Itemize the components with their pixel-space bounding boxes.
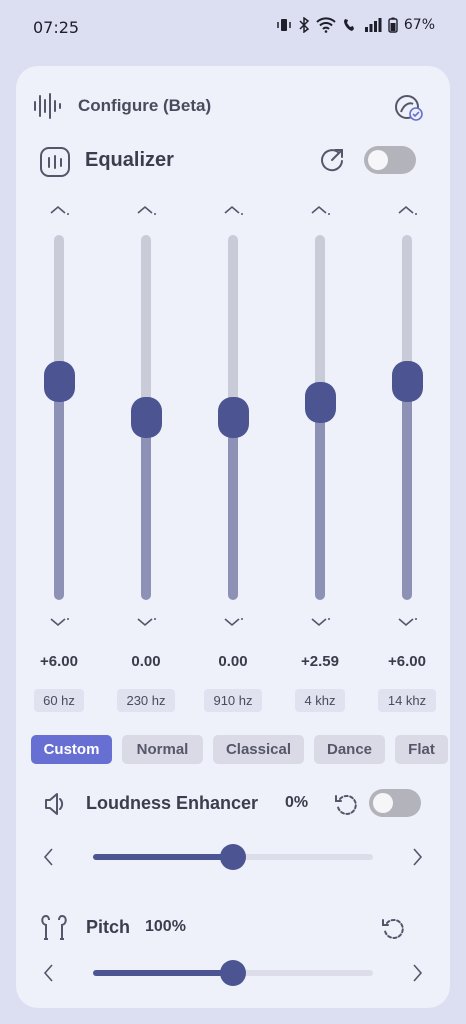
settings-check-icon[interactable] — [392, 92, 426, 124]
band-value: +2.59 — [301, 653, 339, 670]
loudness-title: Loudness Enhancer — [86, 793, 259, 813]
pitch-value: 100% — [145, 918, 186, 935]
slider-thumb[interactable] — [43, 360, 75, 402]
earphones-icon — [41, 915, 67, 940]
slider-thumb[interactable] — [220, 844, 246, 870]
pitch-title: Pitch — [86, 917, 131, 937]
loudness-value: 0% — [285, 794, 309, 811]
slider-thumb[interactable] — [220, 960, 246, 986]
loudness-increase-icon[interactable] — [410, 846, 426, 868]
loudness-toggle[interactable] — [369, 789, 421, 817]
wifi-calling-icon — [343, 19, 354, 31]
vibrate-icon — [277, 19, 291, 31]
band-frequency: 14 khz — [378, 689, 436, 712]
slider-fill — [93, 854, 233, 860]
share-icon[interactable] — [318, 146, 346, 174]
preset-classical[interactable]: Classical — [213, 735, 304, 764]
battery-icon — [388, 17, 398, 33]
band-value: +6.00 — [388, 653, 426, 670]
equalizer-toggle[interactable] — [364, 146, 416, 174]
loudness-reset-icon[interactable] — [332, 790, 360, 818]
bluetooth-icon — [299, 17, 310, 33]
band-5-decrease-icon[interactable] — [395, 615, 419, 629]
slider-track-remaining — [228, 235, 238, 418]
preset-normal[interactable]: Normal — [122, 735, 203, 764]
equalizer-icon — [40, 147, 70, 177]
band-1-increase-icon[interactable] — [47, 203, 71, 217]
band-4-increase-icon[interactable] — [308, 203, 332, 217]
slider-track-fill — [54, 381, 64, 600]
band-value: 0.00 — [131, 653, 161, 670]
slider-track-remaining — [402, 235, 412, 381]
band-frequency: 230 hz — [117, 689, 175, 712]
pitch-increase-icon[interactable] — [410, 962, 426, 984]
toggle-knob — [368, 150, 388, 170]
band-2-increase-icon[interactable] — [134, 203, 158, 217]
band-2-decrease-icon[interactable] — [134, 615, 158, 629]
band-1-decrease-icon[interactable] — [47, 615, 71, 629]
pitch-decrease-icon[interactable] — [40, 962, 56, 984]
signal-icon — [364, 18, 382, 32]
band-5-increase-icon[interactable] — [395, 203, 419, 217]
slider-track-remaining — [54, 235, 64, 381]
battery-percent: 67% — [403, 17, 435, 33]
band-3-decrease-icon[interactable] — [221, 615, 245, 629]
band-frequency: 4 khz — [295, 689, 345, 712]
slider-track-fill — [402, 381, 412, 600]
status-bar: 07:25 67% — [0, 0, 466, 56]
preset-dance[interactable]: Dance — [314, 735, 385, 764]
band-frequency: 60 hz — [34, 689, 84, 712]
preset-custom[interactable]: Custom — [31, 735, 112, 764]
preset-flat[interactable]: Flat — [395, 735, 448, 764]
toggle-knob — [373, 793, 393, 813]
wifi-icon — [316, 17, 336, 33]
status-icons: 67% — [276, 17, 435, 33]
loudness-decrease-icon[interactable] — [40, 846, 56, 868]
equalizer-title: Equalizer — [85, 149, 174, 171]
slider-track-fill — [228, 417, 238, 600]
slider-fill — [93, 970, 233, 976]
slider-track-fill — [141, 417, 151, 600]
slider-track-remaining — [141, 235, 151, 418]
soundwave-icon — [34, 93, 61, 119]
band-3-increase-icon[interactable] — [221, 203, 245, 217]
slider-thumb[interactable] — [130, 397, 162, 438]
band-4-decrease-icon[interactable] — [308, 615, 332, 629]
speaker-icon — [45, 793, 64, 815]
slider-thumb[interactable] — [217, 397, 249, 438]
band-value: 0.00 — [218, 653, 248, 670]
slider-thumb[interactable] — [304, 382, 336, 424]
band-frequency: 910 hz — [204, 689, 262, 712]
slider-track-fill — [315, 402, 325, 600]
pitch-reset-icon[interactable] — [379, 914, 407, 942]
slider-thumb[interactable] — [391, 360, 423, 402]
band-value: +6.00 — [40, 653, 78, 670]
status-time: 07:25 — [33, 18, 80, 37]
slider-track-remaining — [315, 235, 325, 403]
configure-title: Configure (Beta) — [78, 96, 212, 115]
